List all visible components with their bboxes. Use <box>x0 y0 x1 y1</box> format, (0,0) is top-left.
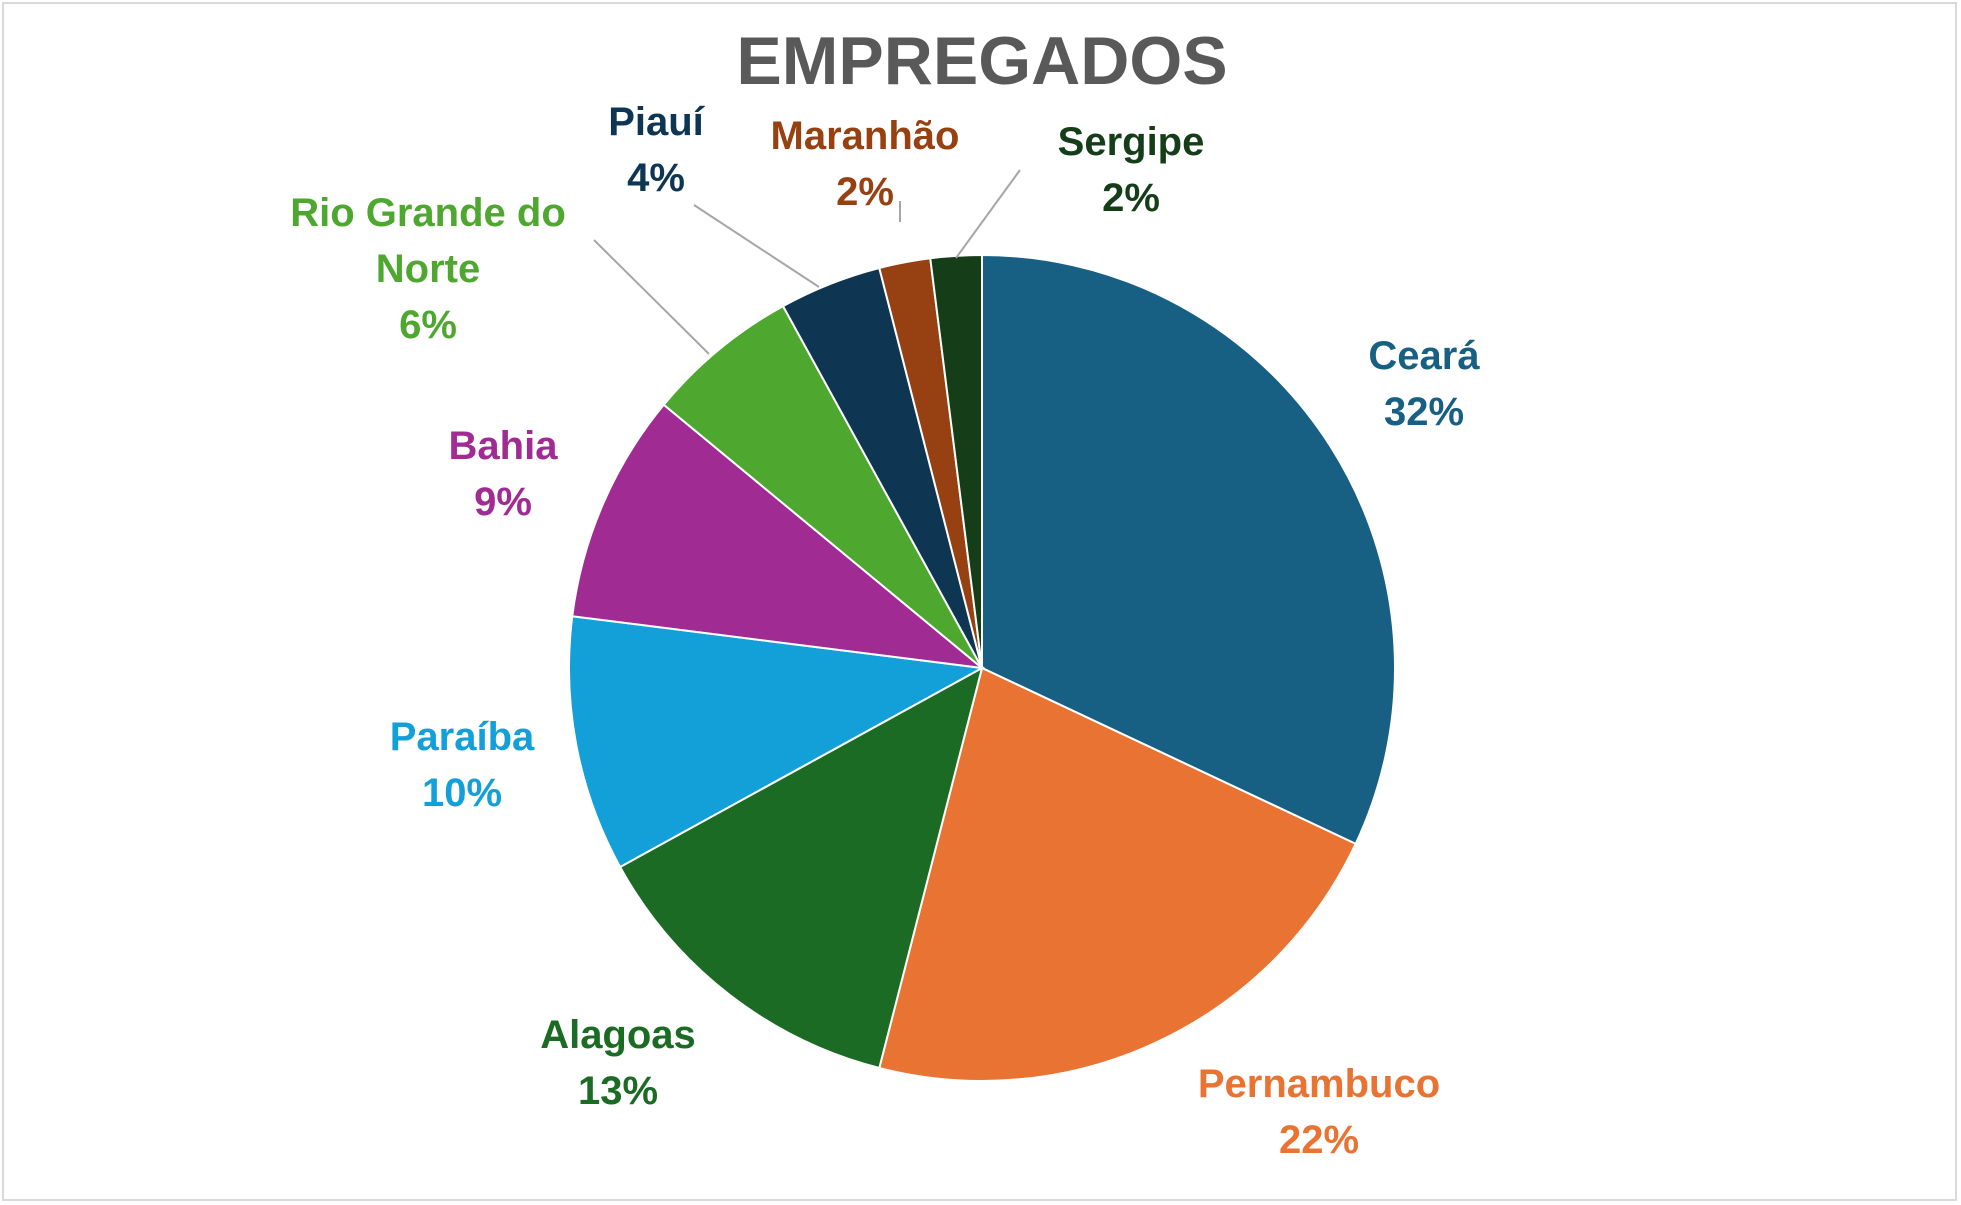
leader-line-piaui <box>693 204 820 288</box>
pie-slice-alagoas <box>618 666 984 1070</box>
slice-label-bahia: Bahia 9% <box>449 424 559 524</box>
slice-value-label: 2% <box>836 170 894 214</box>
pie-slice-bahia <box>571 403 986 670</box>
slice-name-label: Bahia <box>449 424 559 468</box>
pie-slice-pernambuco <box>878 666 1358 1082</box>
slice-labels: Ceará 32% Pernambuco 22% Alagoas 13% Paraíba 10… <box>290 100 1480 1162</box>
slice-name-label: Paraíba <box>390 715 535 759</box>
slice-label-maranhao: Maranhão 2% <box>771 114 960 214</box>
slice-label-pernambuco: Pernambuco 22% <box>1198 1062 1440 1162</box>
slice-value-label: 9% <box>474 480 532 524</box>
leader-lines <box>593 169 1021 355</box>
chart-title: EMPREGADOS <box>736 23 1227 99</box>
slice-name-label: Ceará <box>1368 334 1480 378</box>
slice-name-label: Alagoas <box>540 1013 696 1057</box>
slice-label-piaui: Piauí 4% <box>608 100 705 200</box>
slice-label-paraiba: Paraíba 10% <box>390 715 535 815</box>
slice-value-label: 10% <box>422 771 502 815</box>
slice-name-label: Piauí <box>608 100 705 144</box>
pie-chart: EMPREGADOS Ceará 32% Pernambuco 22% Alagoas 1… <box>290 23 1480 1162</box>
slice-value-label: 6% <box>399 303 457 347</box>
slice-name-label: Sergipe <box>1058 120 1205 164</box>
slice-value-label: 2% <box>1102 176 1160 220</box>
slice-name-label: Rio Grande do <box>290 191 566 235</box>
slice-label-rio-grande-do-norte: Rio Grande do Norte 6% <box>290 191 566 347</box>
slice-value-label: 13% <box>578 1069 658 1113</box>
slice-value-label: 22% <box>1279 1118 1359 1162</box>
slice-value-label: 32% <box>1384 390 1464 434</box>
slice-name-label: Maranhão <box>771 114 960 158</box>
leader-line-sergipe <box>955 169 1021 259</box>
pie-slice-sergipe <box>929 253 983 669</box>
leader-line-rio-grande-do-norte <box>593 239 710 355</box>
pie-slices <box>568 253 1396 1082</box>
pie-slice-ceara <box>981 253 1396 846</box>
slice-label-ceara: Ceará 32% <box>1368 334 1480 434</box>
slice-value-label: 4% <box>627 156 685 200</box>
pie-slice-rio-grande-do-norte <box>662 304 983 669</box>
slice-name-label: Norte <box>376 247 480 291</box>
pie-slice-paraiba <box>568 615 986 869</box>
slice-label-sergipe: Sergipe 2% <box>1058 120 1205 220</box>
slice-label-alagoas: Alagoas 13% <box>540 1013 696 1113</box>
slice-name-label: Pernambuco <box>1198 1062 1440 1106</box>
